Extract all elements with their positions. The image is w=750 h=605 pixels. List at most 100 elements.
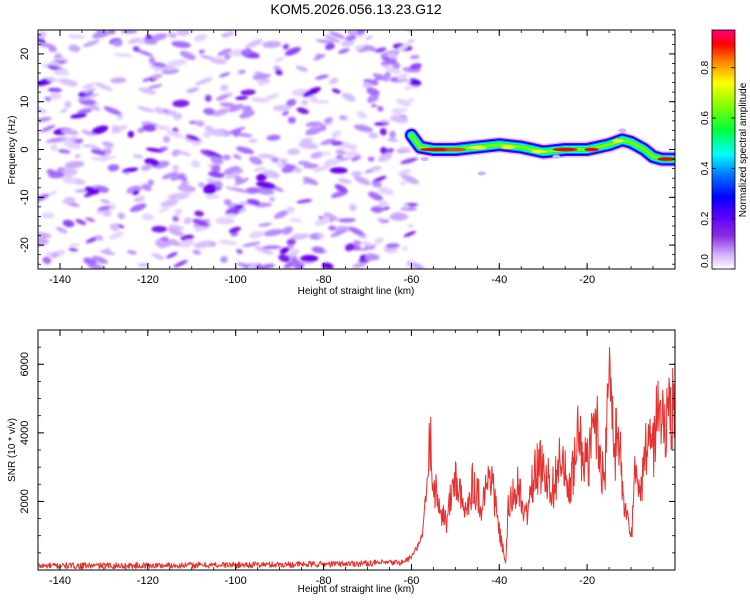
spectrogram-ylabel: Frequency (Hz)	[7, 116, 18, 185]
noise-blob	[172, 165, 179, 172]
noise-blob	[235, 248, 244, 255]
noise-blob	[339, 115, 348, 121]
x-tick-label: -80	[316, 274, 332, 286]
noise-blob	[29, 105, 47, 115]
ridge-hotspot	[445, 148, 467, 152]
x-tick-label: -60	[403, 274, 419, 286]
noise-blob	[371, 104, 377, 107]
noise-blob	[364, 35, 373, 41]
noise-blob	[171, 215, 179, 223]
noise-blob	[407, 39, 415, 44]
noise-blob	[258, 222, 272, 227]
noise-blob	[244, 37, 264, 50]
ridge-hotspot	[468, 146, 486, 150]
colorbar-tick-label: 0.6	[700, 111, 711, 125]
noise-blob	[132, 153, 144, 159]
noise-blob	[335, 148, 347, 157]
noise-blob	[59, 107, 68, 114]
noise-blob	[288, 117, 296, 124]
noise-blob	[377, 105, 384, 112]
y-tick-label: 20	[19, 48, 31, 60]
noise-blob	[103, 105, 123, 117]
noise-blob	[215, 217, 235, 225]
noise-blob	[94, 81, 114, 93]
noise-blob	[85, 216, 96, 223]
noise-blob	[353, 123, 374, 134]
noise-blob	[240, 89, 256, 96]
noise-blob	[198, 49, 205, 54]
noise-blob	[190, 159, 201, 168]
noise-blob	[329, 167, 347, 174]
noise-blob	[205, 194, 219, 199]
noise-blob	[355, 110, 368, 120]
noise-blob	[403, 205, 409, 209]
noise-blob	[315, 74, 329, 81]
noise-blob	[296, 198, 312, 204]
noise-blob	[387, 138, 398, 143]
noise-blob	[68, 247, 78, 252]
noise-blob	[212, 107, 229, 118]
ridge-hotspot	[501, 145, 515, 149]
x-tick-label: -140	[49, 575, 71, 587]
noise-blob	[158, 206, 170, 214]
noise-blob	[65, 160, 85, 169]
noise-blob	[74, 153, 81, 158]
noise-blob	[310, 99, 329, 103]
x-tick-label: -20	[579, 575, 595, 587]
noise-blob	[63, 100, 72, 109]
colorbar: 0.00.20.40.60.8 Normalized spectral ampl…	[700, 30, 749, 269]
noise-blob	[170, 148, 181, 158]
x-tick-label: -140	[49, 274, 71, 286]
noise-blob	[58, 149, 71, 155]
noise-blob	[281, 110, 289, 117]
noise-blob	[310, 150, 325, 159]
noise-blob	[400, 146, 406, 150]
y-tick-label: -10	[19, 189, 31, 205]
noise-blob	[117, 211, 126, 220]
noise-blob	[183, 216, 193, 225]
noise-blob	[219, 71, 231, 78]
noise-blob	[402, 246, 408, 250]
y-tick-label: 0	[19, 146, 31, 152]
noise-blob	[262, 40, 282, 48]
noise-blob	[68, 44, 81, 54]
noise-blob	[101, 140, 114, 149]
noise-blob	[249, 138, 258, 142]
x-tick-label: -100	[225, 575, 247, 587]
noise-blob	[341, 91, 357, 104]
noise-blob	[48, 88, 62, 93]
noise-blob	[82, 38, 100, 48]
noise-blob	[349, 204, 357, 212]
noise-blob	[331, 87, 341, 94]
ridge-hotspot	[532, 150, 546, 154]
noise-blob	[127, 130, 135, 138]
noise-blob	[235, 145, 254, 156]
noise-blob	[478, 171, 486, 175]
noise-blob	[133, 195, 146, 203]
noise-blob	[129, 202, 148, 214]
noise-blob	[405, 79, 411, 83]
noise-blob	[41, 212, 54, 219]
y-tick-label: 6000	[19, 352, 31, 376]
noise-blob	[30, 192, 50, 204]
noise-blob	[48, 190, 58, 196]
noise-blob	[300, 255, 318, 262]
noise-blob	[368, 132, 378, 138]
noise-blob	[392, 108, 402, 116]
noise-blob	[195, 120, 205, 128]
noise-blob	[204, 94, 212, 102]
colorbar-tick-label: 0.4	[700, 161, 711, 175]
noise-blob	[328, 225, 336, 231]
noise-blob	[42, 256, 52, 265]
noise-blob	[232, 153, 242, 160]
noise-blob	[552, 155, 560, 159]
noise-blob	[109, 222, 121, 232]
ridge-hotspot	[584, 148, 598, 152]
noise-blob	[81, 99, 97, 105]
ridge-hotspot	[612, 139, 623, 143]
noise-blob	[324, 42, 336, 51]
noise-blob	[274, 56, 285, 63]
noise-blob	[100, 198, 111, 204]
